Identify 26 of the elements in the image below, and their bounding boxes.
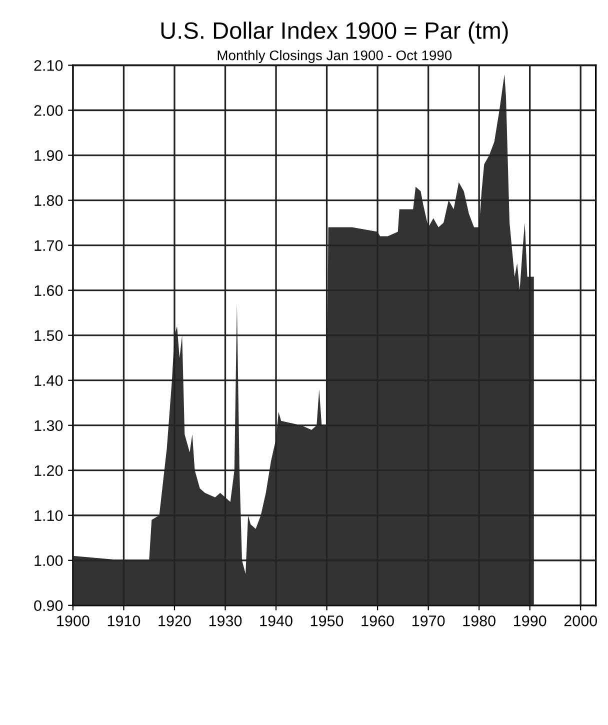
- x-tick-label: 2000: [564, 616, 598, 626]
- y-tick-label: 1.30: [34, 420, 63, 432]
- x-tick-label: 1910: [108, 616, 140, 626]
- y-tick-label: 2.10: [34, 60, 63, 71]
- x-tick-label: 1920: [158, 616, 191, 626]
- x-tick-label: 1940: [260, 616, 292, 626]
- y-tick-label: 1.00: [34, 555, 63, 566]
- y-tick-label: 1.80: [34, 195, 63, 206]
- y-tick-label: 1.60: [34, 285, 63, 296]
- chart-subtitle: Monthly Closings Jan 1900 - Oct 1990: [218, 50, 452, 64]
- y-tick-label: 1.50: [34, 330, 63, 341]
- x-tick-label: 1970: [412, 616, 445, 626]
- chart-title: U.S. Dollar Index 1900 = Par (tm): [161, 22, 508, 44]
- y-tick-label: 2.00: [34, 105, 63, 116]
- y-tick-label: 1.70: [34, 240, 63, 251]
- y-tick-label: 1.10: [34, 510, 63, 522]
- x-tick-label: 1930: [209, 616, 242, 626]
- y-tick-label: 0.90: [34, 600, 63, 612]
- y-tick-label: 1.20: [34, 465, 63, 476]
- x-tick-label: 1980: [463, 616, 496, 626]
- y-tick-label: 1.40: [34, 375, 63, 386]
- y-tick-label: 1.90: [34, 150, 63, 161]
- x-tick-label: 1960: [362, 616, 394, 626]
- x-tick-label: 1950: [310, 616, 344, 626]
- x-tick-label: 1900: [57, 616, 90, 626]
- x-tick-label: 1990: [514, 616, 546, 626]
